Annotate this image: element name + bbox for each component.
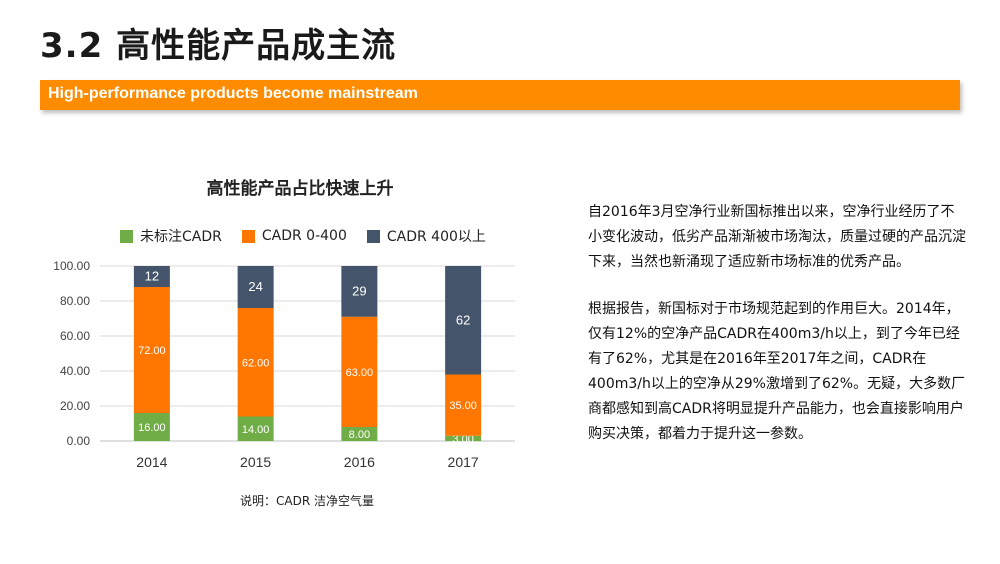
x-tick-label: 2016 bbox=[344, 454, 375, 470]
y-tick-label: 100.00 bbox=[53, 259, 90, 273]
x-tick-label: 2017 bbox=[448, 454, 479, 470]
data-label: 72.00 bbox=[138, 345, 166, 357]
subtitle-banner: High-performance products become mainstr… bbox=[40, 80, 960, 110]
data-label: 14.00 bbox=[242, 424, 270, 436]
data-label: 63.00 bbox=[346, 367, 374, 379]
data-label: 62.00 bbox=[242, 357, 270, 369]
y-tick-label: 0.00 bbox=[67, 434, 91, 448]
chart-legend: 未标注CADR CADR 0-400 CADR 400以上 bbox=[120, 226, 506, 246]
y-tick-label: 80.00 bbox=[60, 294, 90, 308]
data-label: 3.00 bbox=[452, 433, 473, 445]
x-tick-label: 2014 bbox=[136, 454, 167, 470]
y-tick-label: 60.00 bbox=[60, 329, 90, 343]
bar-segment bbox=[445, 435, 482, 441]
legend-item: 未标注CADR bbox=[120, 226, 222, 246]
bar-segment bbox=[341, 316, 378, 427]
x-tick-label: 2015 bbox=[240, 454, 271, 470]
bar-segment bbox=[445, 266, 482, 375]
bar-segment bbox=[237, 266, 274, 308]
description-text: 自2016年3月空净行业新国标推出以来，空净行业经历了不小变化波动，低劣产品渐渐… bbox=[588, 200, 966, 469]
bar-segment bbox=[133, 266, 170, 287]
legend-label: 未标注CADR bbox=[140, 229, 222, 245]
data-label: 12 bbox=[145, 269, 159, 284]
chart-caption: 说明：CADR 洁净空气量 bbox=[240, 494, 374, 508]
legend-item: CADR 0-400 bbox=[241, 228, 347, 244]
bar-segment bbox=[341, 427, 378, 441]
bar-segment bbox=[445, 374, 482, 436]
stacked-bar-chart: 0.00 20.00 40.00 60.00 80.00 100.00 16.00 72.00… bbox=[53, 259, 515, 470]
data-label: 8.00 bbox=[349, 429, 370, 441]
subtitle-text: High-performance products become mainstr… bbox=[48, 85, 418, 102]
bar-segment bbox=[133, 413, 170, 441]
y-tick-label: 20.00 bbox=[60, 399, 90, 413]
bar-segment bbox=[133, 287, 170, 413]
slide-title: 3.2 高性能产品成主流 bbox=[40, 26, 397, 66]
paragraph-1: 自2016年3月空净行业新国标推出以来，空净行业经历了不小变化波动，低劣产品渐渐… bbox=[588, 204, 966, 270]
legend-swatch bbox=[120, 229, 133, 243]
legend-label: CADR 0-400 bbox=[261, 228, 347, 244]
y-tick-label: 40.00 bbox=[60, 364, 90, 378]
bar-segment bbox=[237, 416, 274, 441]
data-label: 24 bbox=[248, 279, 262, 294]
bar-segment bbox=[341, 266, 378, 317]
legend-label: CADR 400以上 bbox=[386, 229, 486, 245]
legend-swatch bbox=[241, 229, 255, 243]
bar-segment bbox=[237, 308, 274, 417]
data-label: 29 bbox=[352, 283, 366, 298]
data-label: 62 bbox=[456, 312, 470, 327]
legend-swatch bbox=[366, 229, 380, 243]
data-label: 16.00 bbox=[138, 422, 166, 434]
paragraph-2: 根据报告，新国标对于市场规范起到的作用巨大。2014年，仅有12%的空净产品CA… bbox=[588, 301, 966, 442]
legend-item: CADR 400以上 bbox=[366, 226, 486, 246]
chart-title: 高性能产品占比快速上升 bbox=[206, 179, 394, 199]
data-label: 35.00 bbox=[449, 400, 477, 412]
